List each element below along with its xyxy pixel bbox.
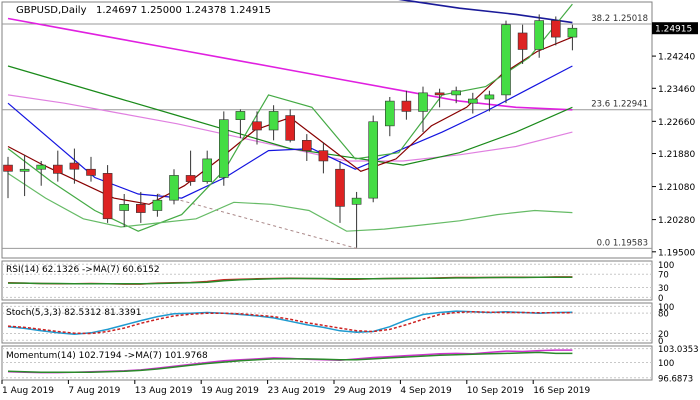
candle-body bbox=[351, 197, 362, 205]
overlay-line-1 bbox=[7, 17, 573, 111]
mom-signal-line bbox=[7, 351, 573, 373]
candle-body bbox=[301, 140, 312, 151]
momentum-label: Momentum(14) 102.7194 ->MA(7) 101.9768 bbox=[6, 351, 208, 361]
current-price-box bbox=[652, 22, 698, 35]
overlay-line-4 bbox=[7, 65, 573, 199]
date-tick-label: 4 Sep 2019 bbox=[400, 386, 452, 396]
price-tick-label: 1.22660 bbox=[658, 118, 695, 128]
candle-body bbox=[86, 168, 96, 176]
date-tick-label: 29 Aug 2019 bbox=[334, 386, 392, 396]
pane-frame-price bbox=[1, 1, 653, 259]
fib-level-label: 23.6 1.22941 bbox=[591, 100, 648, 110]
overlay-line-0 bbox=[398, 0, 573, 24]
candle-body bbox=[534, 20, 545, 50]
price-tick-label: 1.20280 bbox=[658, 216, 695, 226]
candle-body bbox=[36, 164, 47, 170]
date-tick-label: 10 Sep 2019 bbox=[467, 386, 524, 396]
ohlc-readout: 1.24697 1.25000 1.24378 1.24915 bbox=[96, 5, 271, 16]
overlay-line-6 bbox=[7, 3, 573, 232]
candle-body bbox=[401, 100, 412, 112]
stoch-signal-line bbox=[7, 311, 573, 335]
candle-body bbox=[136, 204, 146, 213]
candle-body bbox=[550, 20, 561, 38]
rsi-tick-label: 0 bbox=[658, 294, 663, 304]
candle-body bbox=[102, 173, 113, 220]
candle-body bbox=[268, 111, 279, 131]
overlay-line-7 bbox=[7, 172, 573, 232]
rsi-tick-label: 70 bbox=[658, 271, 669, 281]
stoch-tick-label: 100 bbox=[658, 303, 674, 313]
date-tick-label: 1 Aug 2019 bbox=[2, 386, 54, 396]
stoch-label: Stoch(5,3,3) 82.5312 81.3391 bbox=[6, 308, 141, 318]
price-tick-label: 1.23460 bbox=[658, 85, 695, 95]
candle-body bbox=[219, 119, 229, 178]
pane-frame-rsi bbox=[1, 260, 653, 301]
candle-body bbox=[69, 162, 80, 170]
candle-body bbox=[517, 32, 528, 50]
candle-body bbox=[185, 175, 196, 182]
candle-body bbox=[19, 168, 30, 172]
candle-body bbox=[418, 92, 428, 112]
candle-body bbox=[467, 98, 478, 104]
date-tick-label: 13 Aug 2019 bbox=[135, 386, 193, 396]
candle-body bbox=[285, 115, 296, 141]
candle-body bbox=[235, 111, 246, 120]
mom-tick-label: 100 bbox=[658, 359, 674, 369]
candle-body bbox=[484, 94, 495, 100]
candle-body bbox=[202, 158, 212, 182]
current-price-label: 1.24915 bbox=[655, 25, 692, 35]
fib-level-label: 38.2 1.25018 bbox=[591, 14, 648, 24]
candle-body bbox=[368, 121, 379, 199]
rsi-tick-label: 30 bbox=[658, 284, 669, 294]
fib-trend-line bbox=[157, 193, 357, 249]
candle-body bbox=[335, 168, 345, 207]
candle-body bbox=[3, 164, 13, 172]
price-tick-label: 1.21080 bbox=[658, 183, 695, 193]
candle-body bbox=[434, 92, 445, 96]
rsi-ma-line bbox=[8, 276, 573, 285]
overlay-line-3 bbox=[7, 65, 573, 166]
candle-body bbox=[52, 164, 63, 174]
candle-body bbox=[501, 24, 511, 96]
candle-body bbox=[451, 90, 462, 96]
pane-frame-stoch bbox=[1, 302, 653, 344]
stoch-tick-label: 0 bbox=[658, 337, 663, 347]
mom-tick-label: 103.0353 bbox=[658, 345, 699, 355]
candle-body bbox=[119, 204, 129, 211]
candle-body bbox=[318, 150, 329, 162]
candle-body bbox=[152, 199, 163, 211]
rsi-tick-label: 100 bbox=[658, 261, 674, 271]
price-tick-label: 1.21880 bbox=[658, 150, 695, 160]
date-tick-label: 23 Aug 2019 bbox=[268, 386, 326, 396]
price-tick-label: 1.24240 bbox=[658, 53, 695, 63]
date-tick-label: 7 Aug 2019 bbox=[68, 386, 120, 396]
candle-body bbox=[384, 100, 395, 127]
date-tick-label: 16 Sep 2019 bbox=[533, 386, 590, 396]
stoch-tick-label: 80 bbox=[658, 310, 669, 320]
date-tick-label: 19 Aug 2019 bbox=[201, 386, 259, 396]
candle-body bbox=[567, 27, 578, 38]
stoch-tick-label: 20 bbox=[658, 330, 669, 340]
chart-symbol-label: GBPUSD,Daily bbox=[16, 5, 87, 16]
rsi-label: RSI(14) 62.1326 ->MA(7) 60.6152 bbox=[6, 265, 160, 275]
candle-body bbox=[252, 121, 262, 131]
price-tick-label: 1.19500 bbox=[658, 248, 695, 258]
mom-tick-label: 96.6873 bbox=[658, 374, 693, 384]
candle-body bbox=[169, 175, 179, 201]
fib-level-label: 0.0 1.19583 bbox=[597, 238, 648, 248]
